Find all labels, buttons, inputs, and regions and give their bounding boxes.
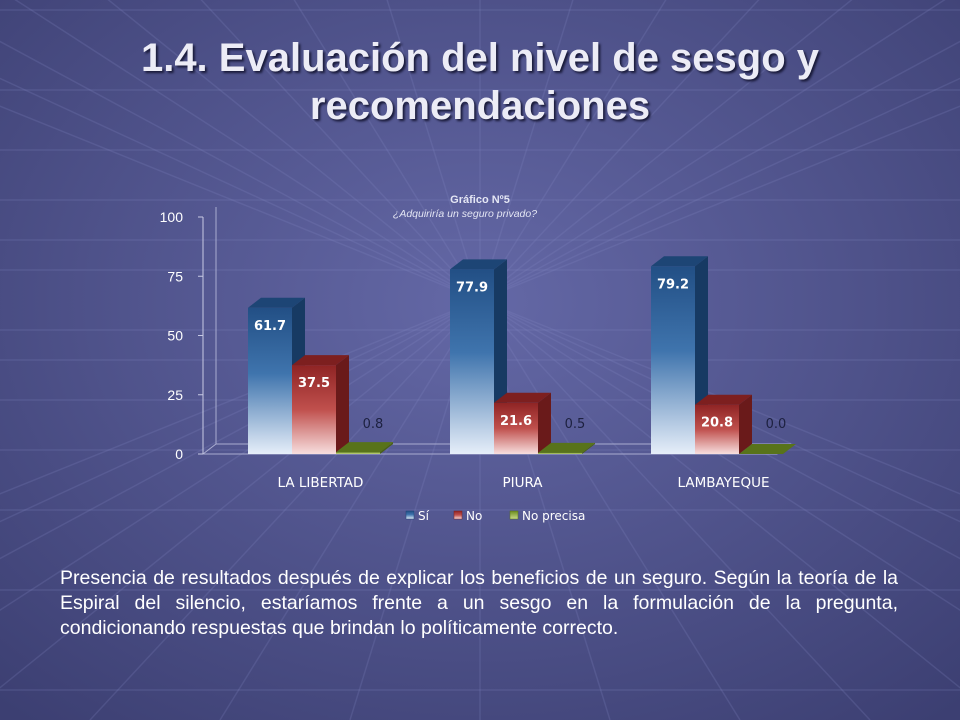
- y-tick-label: 0: [175, 446, 183, 462]
- bar-no-precisa-side: [380, 442, 393, 454]
- legend-label: No: [466, 509, 482, 523]
- legend-swatch: [405, 510, 415, 520]
- legend-label: Sí: [418, 509, 430, 523]
- data-label: 20.8: [701, 416, 733, 431]
- bar-sí-top: [651, 256, 708, 267]
- data-label: 21.6: [500, 414, 532, 429]
- bar-sí: [248, 307, 292, 454]
- y-tick-label: 75: [167, 268, 183, 284]
- bar-no: [695, 404, 739, 454]
- y-tick-label: 100: [160, 209, 184, 225]
- slide-title-line-1: 1.4. Evaluación del nivel de sesgo y: [140, 36, 820, 80]
- legend-label: No precisa: [522, 509, 585, 523]
- bar-no-precisa: [336, 452, 380, 454]
- x-category-label: PIURA: [502, 475, 543, 491]
- bar-sí: [651, 266, 695, 454]
- data-label: 79.2: [657, 277, 689, 292]
- x-category-label: LA LIBERTAD: [278, 475, 364, 491]
- bar-no-precisa-side: [582, 442, 595, 454]
- data-label: 0.8: [363, 417, 384, 432]
- bar-no-precisa-top: [538, 442, 595, 453]
- bar-no-top: [494, 392, 551, 403]
- data-label: 0.5: [565, 417, 586, 432]
- legend-swatch: [509, 510, 519, 520]
- bar-no-side: [538, 392, 551, 454]
- slide-title: 1.4. Evaluación del nivel de sesgo y rec…: [0, 34, 960, 130]
- legend-swatch: [453, 510, 463, 520]
- slide-caption: Presencia de resultados después de expli…: [60, 567, 898, 639]
- data-label: 61.7: [254, 319, 286, 334]
- chart-title: Gráfico Nº5: [450, 194, 510, 206]
- bar-sí: [450, 269, 494, 454]
- slide-title-line-2: recomendaciones: [309, 84, 651, 128]
- x-category-label: LAMBAYEQUE: [678, 475, 770, 491]
- bar-sí-top: [248, 297, 305, 308]
- data-label: 0.0: [766, 417, 787, 432]
- data-label: 77.9: [456, 280, 488, 295]
- bar-no-precisa: [538, 452, 582, 454]
- y-tick-label: 50: [167, 328, 183, 344]
- bar-no-side: [336, 355, 349, 454]
- bar-no: [292, 365, 336, 454]
- chart-subtitle: ¿Adquiriría un seguro privado?: [393, 208, 537, 220]
- bar-no-top: [292, 355, 349, 366]
- bar-sí-top: [450, 259, 507, 270]
- bar-no: [494, 402, 538, 454]
- bar-no-top: [695, 394, 752, 405]
- bar-no-precisa: [739, 444, 796, 454]
- y-tick-label: 25: [167, 387, 183, 403]
- bar-no-precisa-top: [336, 442, 393, 453]
- data-label: 37.5: [298, 376, 330, 391]
- bar-no-side: [739, 394, 752, 454]
